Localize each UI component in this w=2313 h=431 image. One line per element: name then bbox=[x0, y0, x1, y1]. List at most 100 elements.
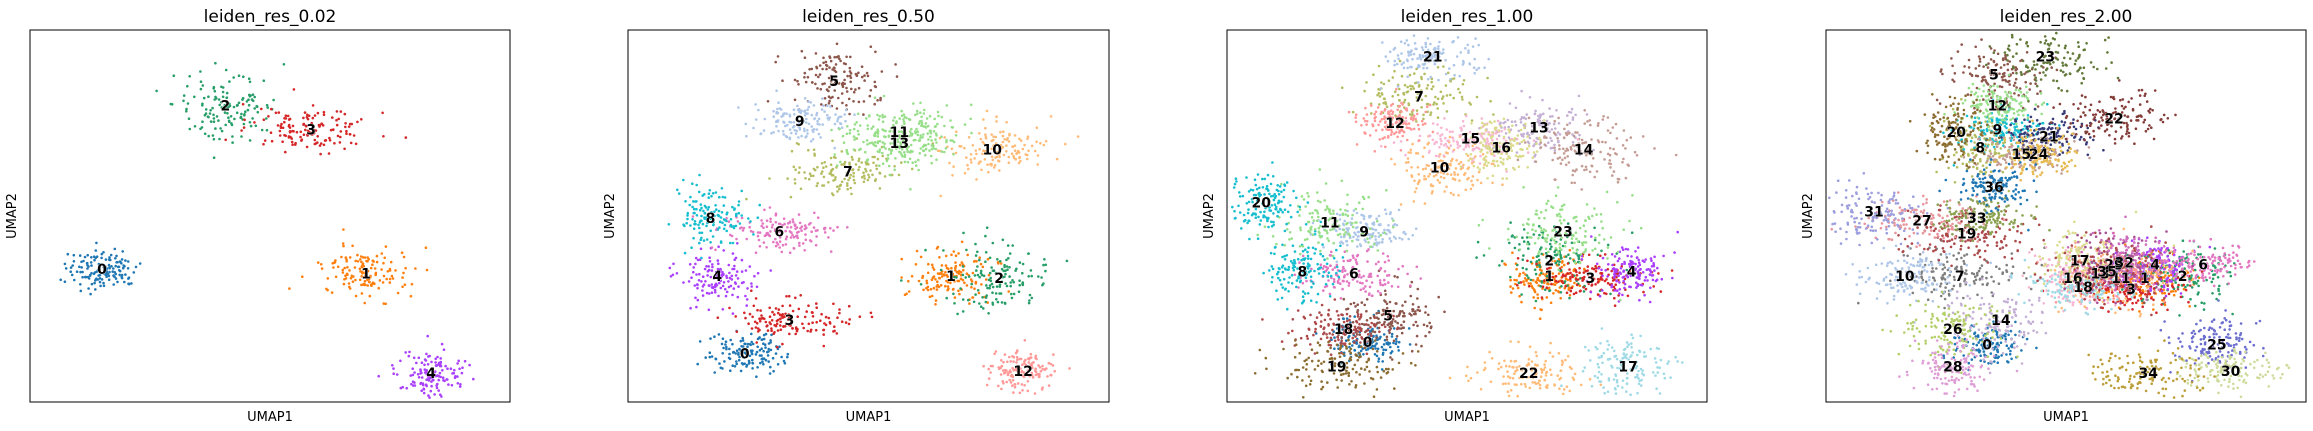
cluster-point bbox=[969, 103, 973, 107]
cluster-point bbox=[98, 263, 102, 266]
cluster-point bbox=[1534, 272, 1538, 276]
cluster-point bbox=[1620, 246, 1624, 249]
cluster-point bbox=[1005, 144, 1008, 147]
cluster-point bbox=[1429, 326, 1433, 330]
cluster-point bbox=[991, 158, 995, 162]
cluster-point bbox=[961, 273, 965, 277]
cluster-point bbox=[301, 275, 304, 279]
cluster-point bbox=[698, 173, 701, 177]
cluster-point bbox=[341, 271, 345, 274]
cluster-point bbox=[819, 136, 822, 139]
cluster-point bbox=[90, 264, 93, 267]
cluster-point bbox=[1301, 281, 1305, 285]
cluster-point bbox=[1431, 130, 1435, 134]
cluster-point bbox=[124, 259, 127, 262]
cluster-point bbox=[737, 200, 741, 203]
cluster-point bbox=[1456, 146, 1460, 149]
cluster-points bbox=[1231, 34, 1684, 399]
cluster-point bbox=[1545, 136, 1548, 139]
cluster-point bbox=[840, 150, 844, 153]
cluster-point bbox=[1339, 244, 1342, 248]
cluster-point bbox=[1409, 148, 1412, 152]
axes-frame bbox=[29, 29, 511, 403]
cluster-point bbox=[1513, 278, 1516, 282]
cluster-label-1: 1 bbox=[361, 267, 371, 283]
cluster-point bbox=[213, 89, 217, 93]
cluster-point bbox=[1303, 238, 1307, 242]
cluster-point bbox=[312, 131, 316, 135]
cluster-point bbox=[249, 94, 252, 97]
cluster-point bbox=[748, 225, 751, 229]
cluster-point bbox=[821, 67, 824, 71]
cluster-point bbox=[1315, 301, 1318, 304]
cluster-point bbox=[748, 312, 752, 316]
cluster-point bbox=[1448, 135, 1452, 139]
cluster-point bbox=[1611, 263, 1614, 267]
cluster-point bbox=[1012, 156, 1016, 160]
cluster-point bbox=[735, 237, 738, 241]
cluster-point bbox=[754, 326, 758, 329]
cluster-point bbox=[1570, 286, 1574, 290]
cluster-point bbox=[742, 226, 746, 230]
cluster-point bbox=[684, 200, 687, 203]
cluster-point bbox=[1490, 162, 1494, 166]
cluster-point bbox=[1005, 369, 1008, 372]
cluster-point bbox=[716, 259, 720, 262]
cluster-point bbox=[1007, 371, 1010, 374]
cluster-point bbox=[265, 117, 268, 120]
cluster-point bbox=[860, 75, 864, 79]
cluster-point bbox=[1386, 254, 1390, 258]
cluster-point bbox=[976, 265, 979, 268]
cluster-point bbox=[407, 354, 411, 358]
cluster-point bbox=[873, 132, 877, 135]
cluster-point bbox=[800, 134, 803, 138]
cluster-point bbox=[995, 115, 998, 118]
cluster-point bbox=[335, 118, 338, 122]
cluster-point bbox=[1049, 115, 1053, 118]
cluster-point bbox=[721, 337, 725, 341]
cluster-point bbox=[1670, 269, 1674, 272]
cluster-point bbox=[1354, 207, 1358, 211]
cluster-point bbox=[354, 259, 358, 263]
cluster-point bbox=[1412, 200, 1416, 203]
cluster-point bbox=[792, 220, 795, 224]
cluster-point bbox=[881, 151, 884, 155]
cluster-point bbox=[1356, 310, 1359, 314]
cluster-point bbox=[1313, 269, 1316, 273]
cluster-point bbox=[984, 133, 987, 136]
cluster-point bbox=[940, 275, 944, 278]
cluster-point bbox=[1568, 257, 1572, 260]
cluster-point bbox=[1390, 358, 1394, 361]
cluster-point bbox=[1424, 110, 1427, 114]
cluster-point bbox=[947, 267, 950, 271]
cluster-point bbox=[789, 236, 793, 239]
cluster-point bbox=[262, 142, 265, 146]
cluster-point bbox=[360, 118, 363, 121]
cluster-point bbox=[1383, 136, 1386, 139]
cluster-point bbox=[740, 214, 743, 217]
cluster-point bbox=[1011, 384, 1014, 388]
cluster-point bbox=[1381, 252, 1385, 255]
cluster-point bbox=[1523, 277, 1527, 280]
cluster-point bbox=[1456, 143, 1459, 146]
cluster-point bbox=[428, 396, 431, 399]
cluster-point bbox=[1428, 134, 1432, 137]
cluster-point bbox=[187, 117, 191, 120]
cluster-point bbox=[1521, 266, 1525, 270]
cluster-point bbox=[933, 117, 936, 121]
cluster-point bbox=[228, 102, 231, 106]
cluster-point bbox=[1017, 151, 1021, 154]
cluster-point bbox=[1541, 98, 1544, 102]
cluster-point bbox=[723, 223, 727, 227]
cluster-point bbox=[725, 345, 728, 349]
cluster-point bbox=[1416, 287, 1420, 291]
cluster-point bbox=[741, 336, 744, 340]
cluster-point bbox=[1408, 343, 1412, 346]
cluster-point bbox=[949, 281, 952, 285]
cluster-point bbox=[956, 312, 959, 316]
cluster-point bbox=[1317, 267, 1320, 271]
cluster-point bbox=[779, 317, 782, 321]
cluster-point bbox=[396, 291, 400, 295]
cluster-point bbox=[218, 103, 221, 107]
cluster-point bbox=[951, 126, 955, 129]
